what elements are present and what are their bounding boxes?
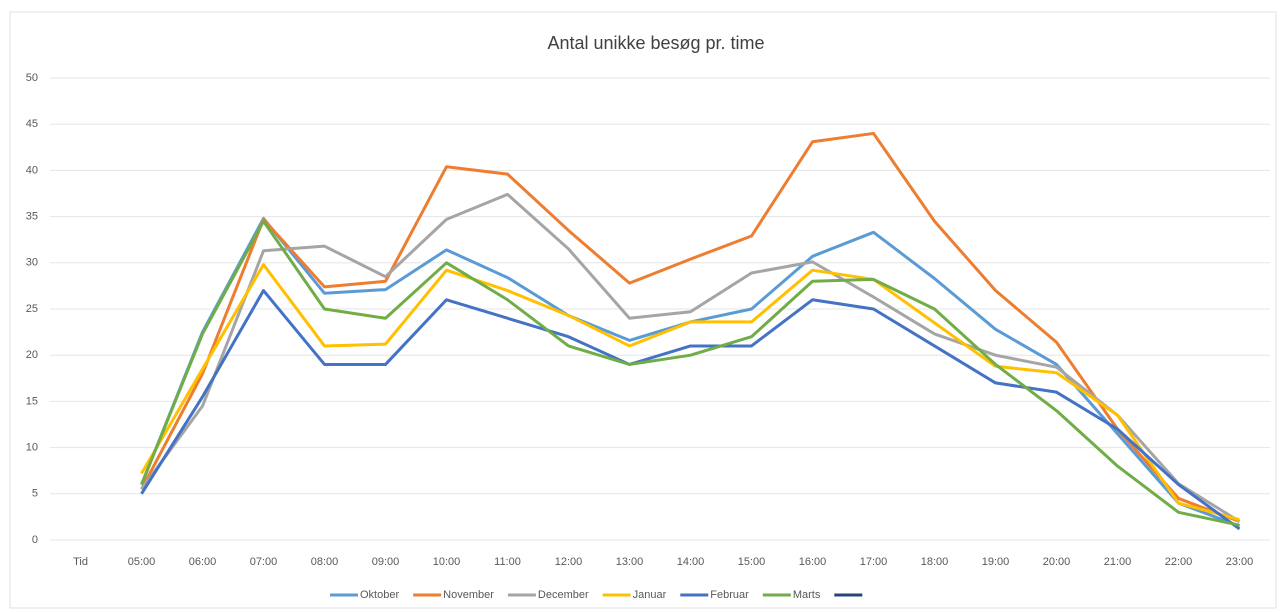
series-line [140,219,1240,527]
x-tick-label: 11:00 [494,556,521,568]
series-line [140,192,1241,523]
x-tick-label: 21:00 [1104,556,1132,568]
legend-label: December [538,589,589,601]
x-tick-label: 08:00 [311,556,339,568]
x-tick-label: 22:00 [1165,556,1193,568]
y-tick-label: 45 [26,118,38,130]
y-tick-label: 15 [26,395,38,407]
x-tick-label: 17:00 [860,556,888,568]
x-tick-label: 09:00 [372,556,400,568]
x-tick-label: 13:00 [616,556,644,568]
x-tick-label: 15:00 [738,556,766,568]
series-line [140,289,1241,531]
x-tick-label: 14:00 [677,556,705,568]
legend-label: Oktober [360,589,399,601]
y-tick-label: 35 [26,211,38,223]
y-tick-label: 5 [32,488,38,500]
chart-title: Antal unikke besøg pr. time [547,33,764,53]
y-tick-label: 30 [26,257,38,269]
x-tick-label: 23:00 [1226,556,1254,568]
x-tick-label: 05:00 [128,556,156,568]
chart-frame [9,11,1277,609]
y-tick-label: 25 [26,303,38,315]
legend-label: Januar [633,589,667,601]
x-tick-label: 12:00 [555,556,583,568]
legend-label: November [443,589,494,601]
legend-label: Marts [793,589,821,601]
series-line [140,131,1241,523]
x-tick-label: 18:00 [921,556,949,568]
x-tick-label: 06:00 [189,556,217,568]
y-tick-label: 40 [26,164,38,176]
y-tick-label: 10 [26,442,38,454]
x-tick-label: 20:00 [1043,556,1071,568]
x-tick-label: Tid [73,556,88,568]
series-line [140,263,1240,522]
x-tick-label: 10:00 [433,556,461,568]
y-tick-label: 0 [32,534,38,546]
legend-label: Februar [710,589,749,601]
x-tick-label: 07:00 [250,556,278,568]
x-tick-label: 19:00 [982,556,1010,568]
x-tick-label: 16:00 [799,556,827,568]
y-tick-label: 20 [26,349,38,361]
y-tick-label: 50 [26,72,38,84]
